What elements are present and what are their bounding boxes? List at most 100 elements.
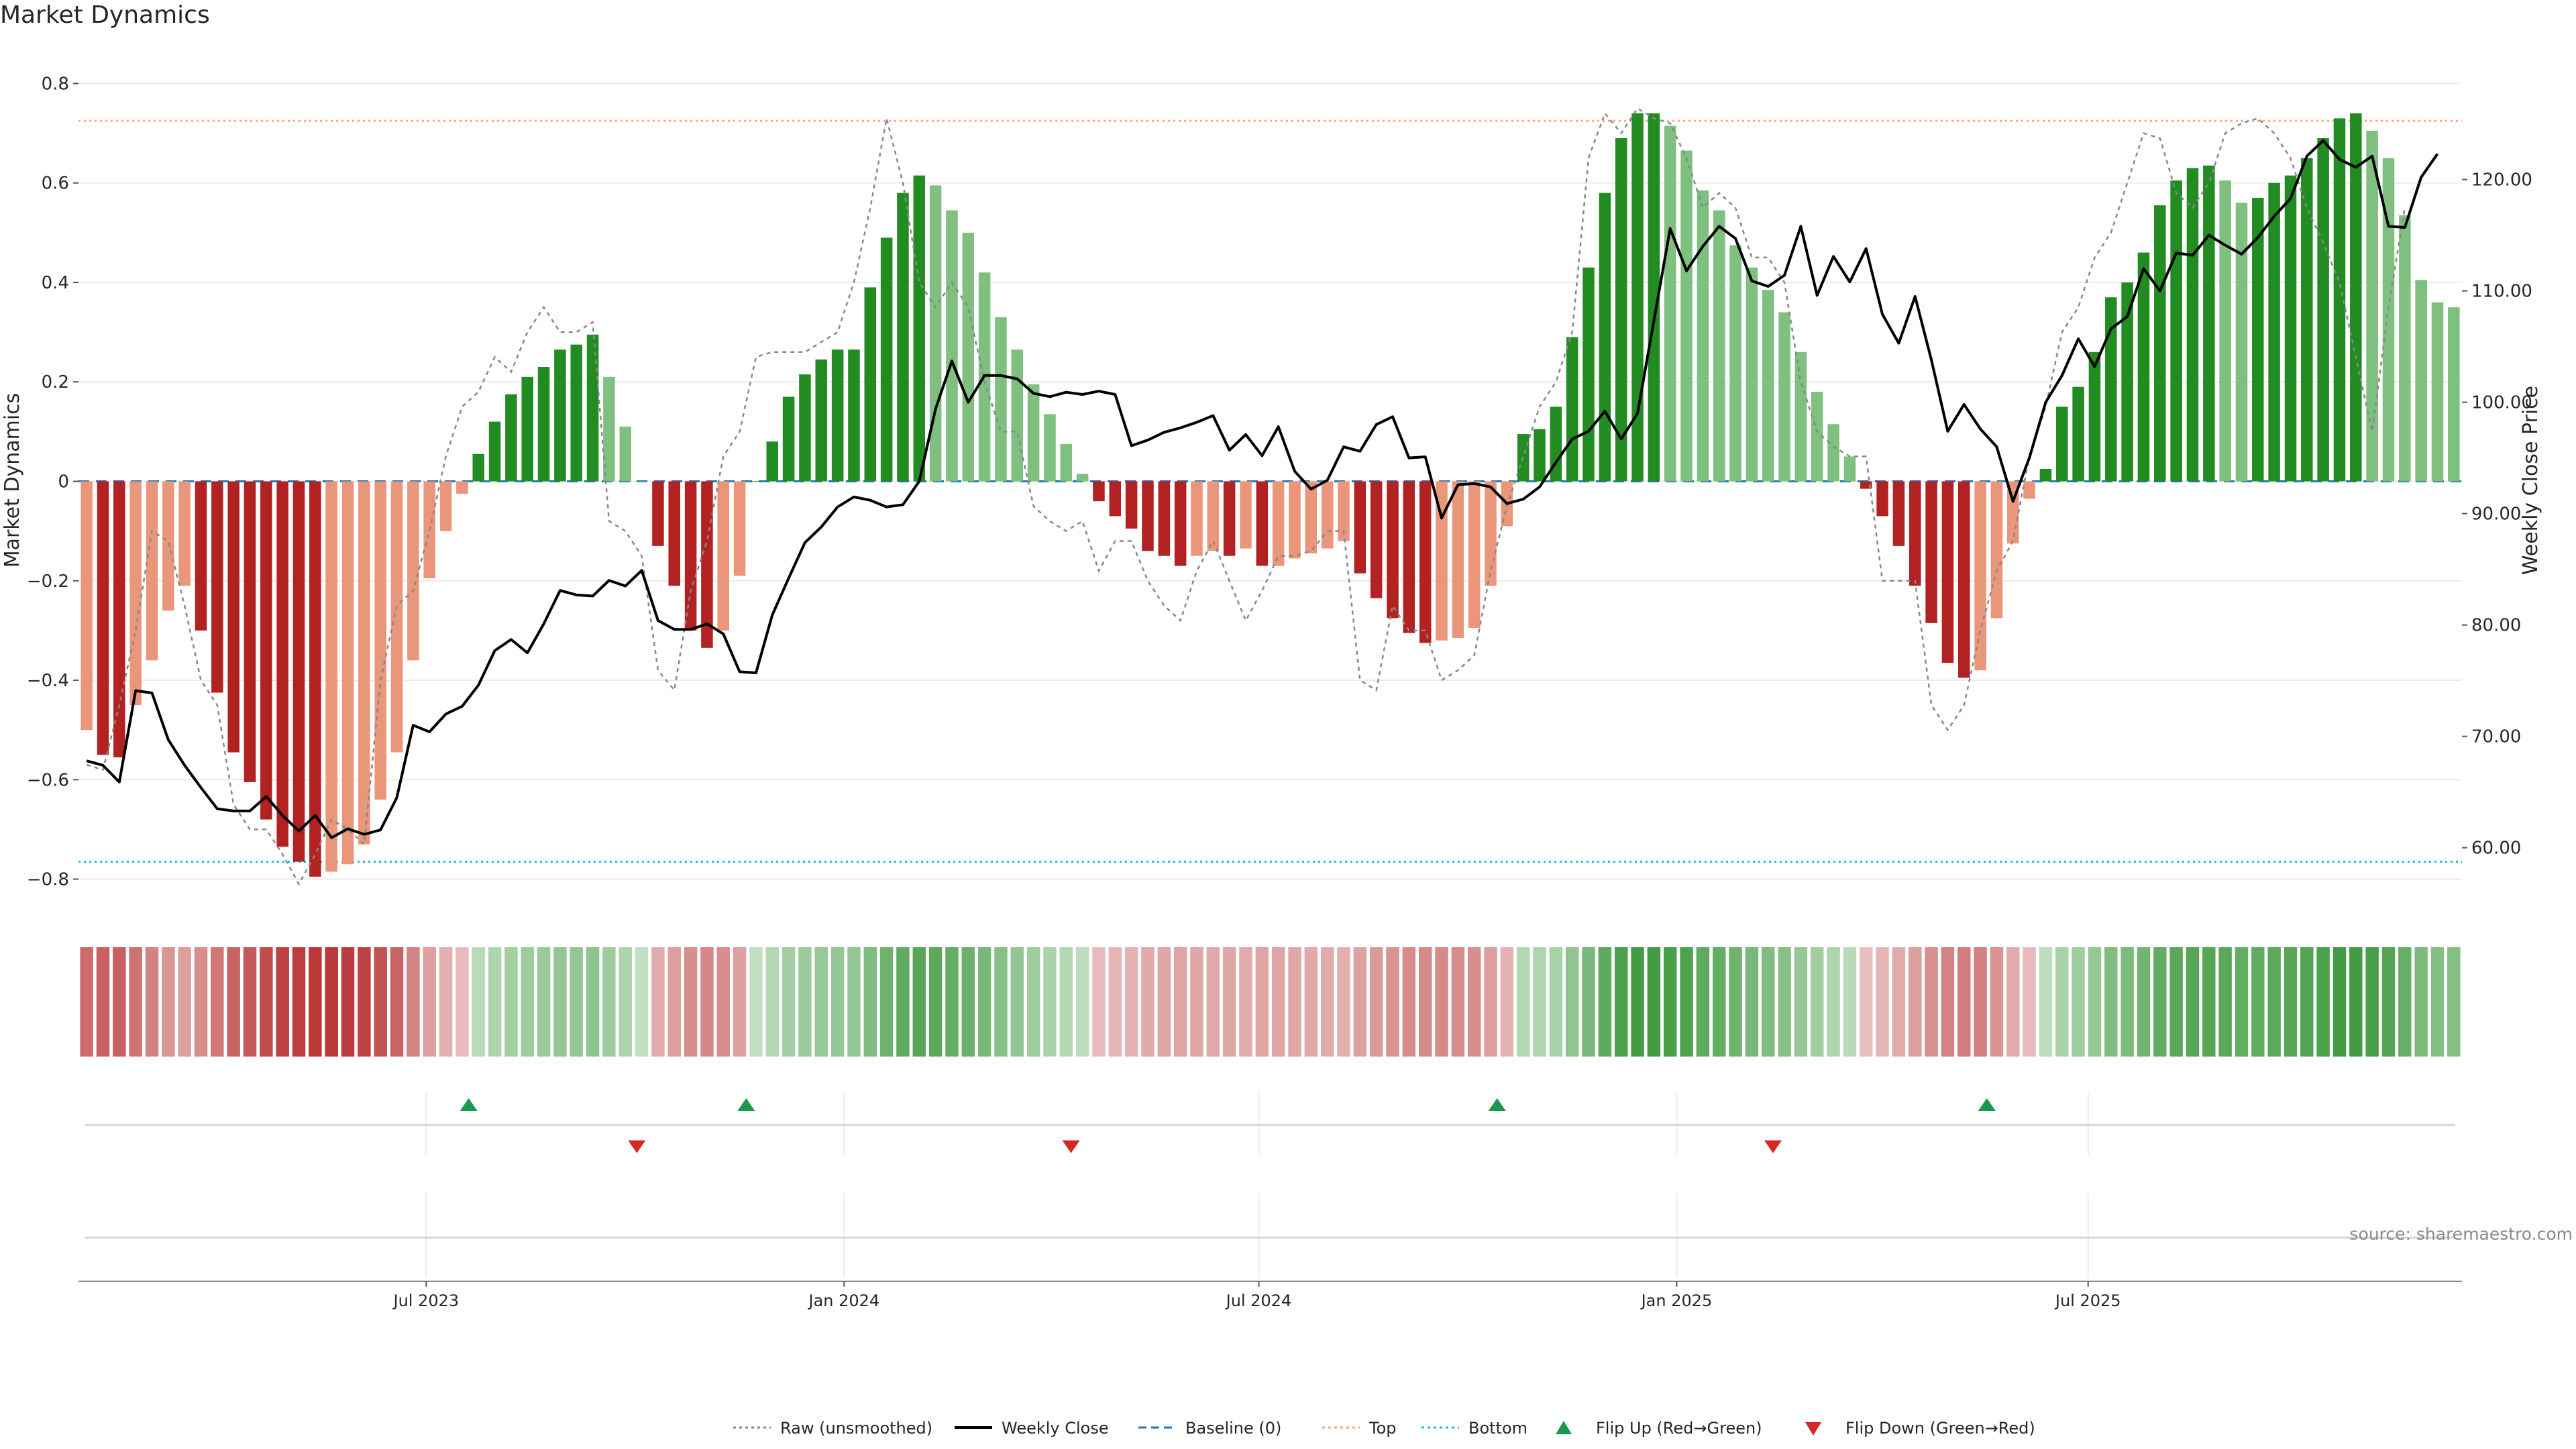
md-bar: [276, 481, 288, 847]
heat-cell: [1565, 947, 1579, 1057]
md-bar: [1044, 414, 1056, 482]
md-bar: [505, 394, 517, 482]
md-bar: [1223, 481, 1236, 556]
md-bar: [2056, 407, 2068, 482]
md-bar: [1615, 138, 1627, 482]
heat-cell: [782, 947, 796, 1057]
md-bar: [668, 481, 681, 586]
heat-cell: [619, 947, 632, 1057]
heat-cell: [455, 947, 469, 1057]
heat-cell: [325, 947, 338, 1057]
bar-series: [80, 113, 2460, 877]
md-bar: [929, 185, 942, 482]
md-bar: [2121, 282, 2133, 482]
md-bar: [1892, 481, 1905, 546]
heat-cell: [1794, 947, 1808, 1057]
heat-cell: [830, 947, 845, 1057]
heat-cell: [2186, 947, 2200, 1057]
heat-cell: [684, 947, 698, 1057]
heat-cell: [1386, 947, 1399, 1057]
chart-title: Market Dynamics: [0, 1, 210, 29]
heat-cell: [1598, 947, 1612, 1057]
md-bar: [2072, 386, 2084, 482]
heat-cell: [178, 947, 191, 1057]
md-bar: [341, 481, 354, 865]
md-bar: [244, 481, 256, 782]
heat-cell: [472, 947, 485, 1057]
heat-cell: [1059, 947, 1073, 1057]
md-bar: [864, 287, 877, 482]
md-bar: [913, 175, 926, 482]
heat-cell: [2365, 947, 2379, 1057]
heat-cell: [1206, 947, 1220, 1057]
md-bar: [880, 237, 893, 482]
heat-cell: [309, 947, 322, 1057]
heat-cell: [292, 947, 306, 1057]
md-bar: [1631, 113, 1644, 482]
heat-cell: [243, 947, 257, 1057]
md-bar: [1811, 392, 1823, 482]
heat-cell: [586, 947, 600, 1057]
md-bar: [2088, 352, 2101, 482]
md-bar: [178, 481, 191, 586]
heat-cell: [1843, 947, 1857, 1057]
md-bar: [1305, 481, 1318, 553]
flip-up-marker: [737, 1098, 755, 1111]
heat-cell: [553, 947, 567, 1057]
heat-cell: [1680, 947, 1693, 1057]
heat-cell: [1337, 947, 1350, 1057]
md-bar: [211, 481, 223, 693]
md-bar: [1419, 481, 1432, 643]
heat-cell: [2202, 947, 2216, 1057]
heat-cell: [1075, 947, 1089, 1057]
md-bar: [2268, 182, 2280, 482]
heat-cell: [912, 947, 926, 1057]
md-bar: [1093, 481, 1105, 502]
heat-cell: [814, 947, 828, 1057]
md-bar: [1697, 190, 1709, 482]
heat-cell: [2349, 947, 2363, 1057]
md-bar: [374, 481, 386, 800]
md-bar: [1158, 481, 1171, 556]
md-bar: [1191, 481, 1203, 556]
y-tick-label: 0: [58, 472, 69, 492]
md-bar: [2170, 180, 2182, 482]
md-bar: [2399, 215, 2411, 482]
heat-cell: [1876, 947, 1889, 1057]
md-bar: [292, 481, 305, 862]
md-bar: [2252, 197, 2264, 482]
md-bar: [1794, 352, 1807, 482]
md-bar: [1370, 481, 1383, 598]
raw-line: [86, 107, 2406, 886]
md-bar: [1648, 113, 1660, 482]
y2-tick-label: 70.00: [2471, 727, 2521, 747]
md-bar: [1289, 481, 1301, 559]
heat-cell: [1990, 947, 2004, 1057]
md-bar: [652, 481, 664, 546]
heat-cell: [358, 947, 371, 1057]
heat-cell: [1745, 947, 1759, 1057]
heat-cell: [1010, 947, 1024, 1057]
md-bar: [962, 232, 975, 482]
heat-cell: [260, 947, 273, 1057]
y2-tick-label: 90.00: [2471, 504, 2521, 525]
heat-cell: [1663, 947, 1677, 1057]
grid-lines: [78, 83, 2462, 880]
heat-cell: [1696, 947, 1710, 1057]
legend: Raw (unsmoothed) Weekly Close Baseline (0)…: [733, 1419, 2035, 1438]
md-bar: [439, 481, 452, 531]
md-bar: [456, 481, 468, 494]
heat-cell: [2121, 947, 2134, 1057]
md-bar: [2350, 113, 2362, 482]
y-tick-label: −0.4: [27, 671, 69, 691]
heat-cell: [2267, 947, 2281, 1057]
heat-cell: [2104, 947, 2118, 1057]
heat-cell: [145, 947, 159, 1057]
legend-item: Raw (unsmoothed): [733, 1419, 932, 1438]
legend-item: Top: [1322, 1419, 1397, 1438]
heat-cell: [1173, 947, 1187, 1057]
md-bar: [2431, 302, 2444, 482]
md-bar: [848, 350, 860, 482]
heat-cell: [211, 947, 224, 1057]
flip-down-marker: [628, 1140, 646, 1153]
